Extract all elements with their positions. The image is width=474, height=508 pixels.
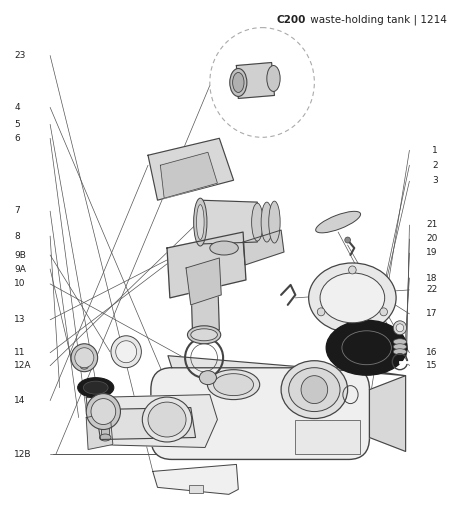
Ellipse shape — [261, 202, 273, 242]
Ellipse shape — [197, 205, 204, 240]
Ellipse shape — [92, 412, 118, 423]
Text: 19: 19 — [426, 248, 438, 258]
Ellipse shape — [342, 331, 392, 365]
Ellipse shape — [269, 201, 280, 243]
Circle shape — [317, 308, 325, 316]
Ellipse shape — [289, 368, 340, 411]
Circle shape — [396, 324, 404, 332]
Text: 10: 10 — [14, 279, 26, 288]
Text: 5: 5 — [14, 120, 20, 130]
Polygon shape — [191, 270, 219, 338]
Circle shape — [393, 321, 407, 335]
Ellipse shape — [194, 198, 207, 246]
Ellipse shape — [233, 73, 244, 92]
Circle shape — [111, 336, 141, 368]
Text: 21: 21 — [426, 220, 438, 229]
Polygon shape — [243, 230, 284, 265]
Ellipse shape — [210, 241, 238, 255]
Circle shape — [91, 399, 116, 425]
Ellipse shape — [393, 348, 407, 355]
Polygon shape — [186, 258, 221, 305]
Circle shape — [116, 341, 137, 363]
Text: 4: 4 — [14, 103, 20, 112]
Ellipse shape — [81, 364, 88, 369]
Ellipse shape — [214, 374, 254, 396]
Text: 1: 1 — [432, 146, 438, 154]
Text: C200: C200 — [276, 15, 306, 25]
Circle shape — [380, 308, 387, 316]
Polygon shape — [160, 152, 218, 198]
Ellipse shape — [326, 321, 407, 375]
Ellipse shape — [191, 329, 218, 341]
Polygon shape — [199, 200, 257, 244]
Text: 13: 13 — [14, 315, 26, 325]
Ellipse shape — [148, 402, 186, 437]
Text: 22: 22 — [427, 285, 438, 294]
Circle shape — [71, 344, 98, 372]
Text: 6: 6 — [14, 134, 20, 143]
Polygon shape — [237, 62, 274, 99]
Ellipse shape — [267, 66, 280, 91]
Text: 12B: 12B — [14, 450, 32, 459]
Ellipse shape — [309, 263, 396, 333]
Ellipse shape — [142, 397, 192, 442]
Ellipse shape — [200, 371, 217, 385]
Circle shape — [348, 266, 356, 274]
Polygon shape — [96, 407, 196, 439]
Text: 7: 7 — [14, 206, 20, 215]
Text: 14: 14 — [14, 396, 26, 405]
Polygon shape — [370, 376, 406, 452]
Ellipse shape — [252, 203, 263, 241]
Text: 15: 15 — [426, 361, 438, 370]
Text: 17: 17 — [426, 309, 438, 319]
Text: 23: 23 — [14, 51, 26, 60]
Circle shape — [75, 348, 94, 368]
Text: 9B: 9B — [14, 250, 26, 260]
Circle shape — [86, 394, 120, 430]
FancyBboxPatch shape — [151, 368, 370, 459]
Bar — [189, 485, 203, 493]
Ellipse shape — [393, 339, 407, 345]
Text: 16: 16 — [426, 348, 438, 357]
Ellipse shape — [316, 211, 361, 233]
Text: 8: 8 — [14, 232, 20, 241]
Text: 9A: 9A — [14, 265, 26, 274]
Ellipse shape — [188, 326, 221, 344]
Polygon shape — [167, 232, 246, 298]
Bar — [295, 420, 360, 455]
Circle shape — [301, 376, 328, 403]
Text: 18: 18 — [426, 274, 438, 283]
Text: waste-holding tank | 1214: waste-holding tank | 1214 — [307, 15, 447, 25]
Text: 20: 20 — [426, 234, 438, 243]
Polygon shape — [148, 138, 234, 200]
Bar — [101, 418, 109, 437]
Polygon shape — [86, 412, 113, 450]
Ellipse shape — [230, 69, 247, 97]
Ellipse shape — [83, 381, 108, 394]
Circle shape — [345, 237, 350, 243]
Ellipse shape — [281, 361, 347, 419]
Text: 12A: 12A — [14, 361, 32, 370]
Text: 2: 2 — [432, 161, 438, 170]
Ellipse shape — [320, 273, 385, 323]
Ellipse shape — [100, 434, 111, 441]
Text: 3: 3 — [432, 176, 438, 185]
Polygon shape — [153, 464, 238, 494]
Ellipse shape — [208, 370, 260, 400]
Text: 11: 11 — [14, 348, 26, 357]
Ellipse shape — [393, 344, 407, 350]
Ellipse shape — [78, 377, 114, 398]
Polygon shape — [86, 395, 218, 448]
Polygon shape — [168, 356, 406, 376]
